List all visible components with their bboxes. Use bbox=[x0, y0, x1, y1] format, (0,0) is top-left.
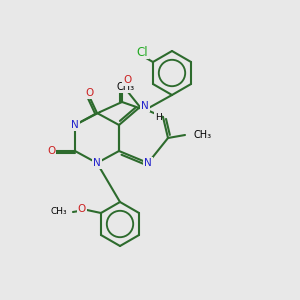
Text: N: N bbox=[71, 120, 79, 130]
Text: H: H bbox=[154, 112, 161, 122]
Text: N: N bbox=[93, 158, 101, 168]
Text: O: O bbox=[78, 204, 86, 214]
Text: O: O bbox=[47, 146, 55, 156]
Text: Cl: Cl bbox=[136, 46, 148, 59]
Text: CH₃: CH₃ bbox=[193, 130, 211, 140]
Text: O: O bbox=[85, 88, 93, 98]
Text: CH₃: CH₃ bbox=[117, 82, 135, 92]
Text: O: O bbox=[123, 75, 131, 85]
Text: N: N bbox=[144, 158, 152, 168]
Text: CH₃: CH₃ bbox=[50, 208, 67, 217]
Text: N: N bbox=[141, 101, 149, 111]
